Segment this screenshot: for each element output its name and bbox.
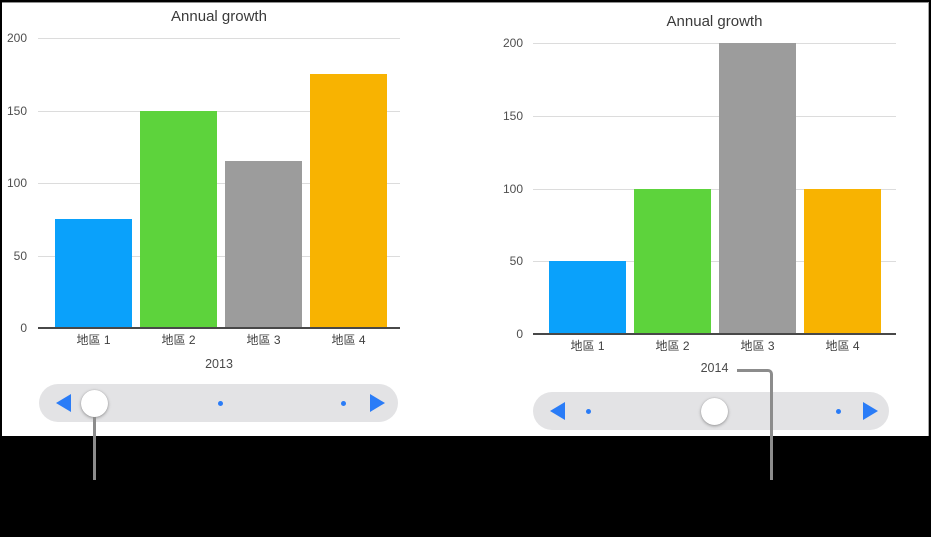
x-axis-line xyxy=(38,327,400,329)
chart-scrubber-2014[interactable] xyxy=(533,392,889,430)
callout-line-to-year-label xyxy=(737,369,773,480)
y-axis-tick-label: 150 xyxy=(6,103,27,118)
x-axis-category-label: 地區 2 xyxy=(655,339,690,353)
chart-title: Annual growth xyxy=(666,13,763,30)
y-axis-tick-label: 200 xyxy=(6,31,27,45)
gridline-y-100 xyxy=(533,188,896,190)
gridline-y-150 xyxy=(533,115,896,117)
scrubber-page-dot[interactable] xyxy=(585,408,591,414)
bar-2013-category-2 xyxy=(140,110,217,328)
scrubber-page-dot[interactable] xyxy=(340,400,346,406)
gridline-y-200 xyxy=(38,38,400,39)
bar-chart-2013[interactable]: Annual growth 地區 1 地區 2 地區 3 地區 4 2013 0 50 1… xyxy=(0,0,931,435)
bar-chart-2014[interactable]: Annual growth 地區 1 地區 2 地區 3 地區 4 2014 0 50 1… xyxy=(0,0,931,435)
y-axis-tick-label: 150 xyxy=(502,108,523,123)
x-axis-year-label: 2014 xyxy=(700,361,729,375)
next-chart-arrow-icon[interactable] xyxy=(862,402,878,420)
bar-2013-category-3 xyxy=(225,161,302,328)
x-axis-category-label: 地區 1 xyxy=(570,339,605,353)
plot-area xyxy=(38,38,400,329)
previous-chart-arrow-icon[interactable] xyxy=(549,402,565,420)
bar-2014-category-2 xyxy=(634,188,711,334)
gridline-y-150 xyxy=(38,110,400,112)
bar-2013-category-4 xyxy=(310,74,387,328)
y-axis-tick-label: 0 xyxy=(516,327,523,341)
x-axis-category-label: 地區 1 xyxy=(76,333,111,347)
x-axis-category-label: 地區 3 xyxy=(740,339,775,353)
previous-chart-arrow-icon[interactable] xyxy=(55,394,71,412)
bar-2014-category-1 xyxy=(549,261,626,334)
scrubber-page-dot[interactable] xyxy=(217,400,223,406)
callout-line-to-scrubber-handle xyxy=(93,417,96,480)
y-axis-tick-label: 100 xyxy=(502,181,523,196)
gridline-y-100 xyxy=(38,183,400,184)
x-axis-category-labels: 地區 1 地區 2 地區 3 地區 4 xyxy=(533,340,896,353)
y-axis-tick-label: 0 xyxy=(20,321,27,335)
x-axis-category-label: 地區 4 xyxy=(825,339,860,353)
next-chart-arrow-icon[interactable] xyxy=(369,394,385,412)
scrubber-handle[interactable] xyxy=(700,397,728,425)
plot-area xyxy=(533,43,896,335)
scrubber-page-dot[interactable] xyxy=(835,408,841,414)
x-axis-category-labels: 地區 1 地區 2 地區 3 地區 4 xyxy=(38,334,400,347)
y-axis-tick-label: 200 xyxy=(502,36,523,50)
x-axis-category-label: 地區 2 xyxy=(161,333,196,347)
gridline-y-50 xyxy=(533,261,896,263)
y-axis-tick-label: 50 xyxy=(13,248,27,263)
bar-2013-category-1 xyxy=(55,219,132,328)
gridline-y-200 xyxy=(533,43,896,44)
x-axis-year-label: 2013 xyxy=(205,357,233,371)
y-axis-tick-label: 50 xyxy=(509,254,523,269)
bar-2014-category-3 xyxy=(719,43,796,334)
gridline-y-50 xyxy=(38,255,400,257)
y-axis-tick-label: 100 xyxy=(6,176,27,190)
x-axis-line xyxy=(533,333,896,335)
scrubber-handle[interactable] xyxy=(80,389,108,417)
x-axis-category-label: 地區 3 xyxy=(246,333,281,347)
x-axis-category-label: 地區 4 xyxy=(331,333,366,347)
chart-scrubber-2013[interactable] xyxy=(39,384,398,422)
bar-2014-category-4 xyxy=(804,188,881,334)
chart-title: Annual growth xyxy=(171,8,267,25)
